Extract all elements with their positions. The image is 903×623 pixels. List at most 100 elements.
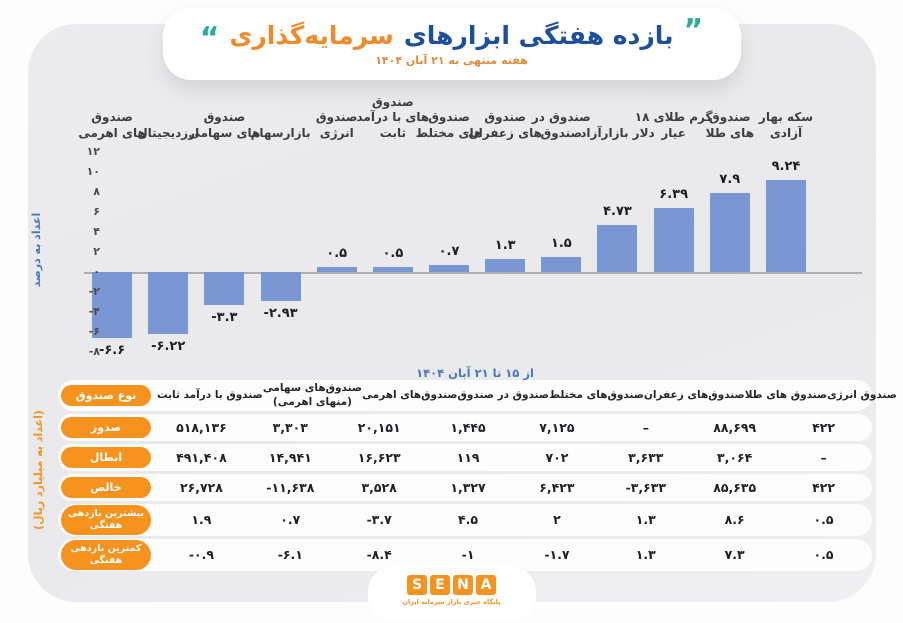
- bar-value-label: ۹.۲۴: [771, 158, 801, 174]
- row-label-pill: خالص: [61, 476, 151, 499]
- table-cell: -۱: [461, 547, 475, 563]
- chart-bar: [316, 267, 357, 272]
- table-cell: ۶,۴۲۳: [539, 480, 575, 495]
- column-header: صندوق‌های سهامی (منهای اهرمی): [263, 382, 362, 408]
- table-cell: ۷,۱۲۵: [539, 420, 575, 435]
- table-cell: ۴۹۱,۴۰۸: [176, 450, 227, 465]
- bar-value-label: -۶.۲۲: [151, 339, 186, 355]
- chart-column: صندوق در صندوق ۱.۵: [532, 82, 591, 356]
- column-header: صندوق انرژی: [827, 389, 897, 402]
- table-cell: ۲۰,۱۵۱: [357, 420, 401, 435]
- logo-letter-tile: A: [476, 575, 496, 595]
- table-cell: –: [642, 420, 649, 435]
- column-header-line: (منهای اهرمی): [272, 395, 352, 408]
- table-cell: ۸.۶: [724, 512, 745, 528]
- table-cell: ۱,۳۲۷: [450, 480, 486, 495]
- chart-column-plot: ۰.۷: [421, 146, 477, 356]
- table-cell: ۳,۳۰۳: [272, 420, 308, 435]
- row-label-pill: صدور: [61, 416, 151, 439]
- category-label: بازارسهام: [250, 82, 311, 146]
- table-row: بیشترین بازدهی هفتگی ۱.۹ ۰.۷ -۳.۷ ۴.۵ ۲ ۱.۳ ۸.۶ ۰…: [58, 504, 872, 536]
- table-cell: ۲۶,۷۲۸: [179, 480, 223, 495]
- category-label-line: دلار بازارآزاد: [580, 126, 655, 141]
- bar-value-label: -۲.۹۳: [263, 306, 298, 322]
- table-cell: ۱.۳: [635, 512, 656, 528]
- category-label: سکه بهار آزادی: [758, 82, 814, 146]
- category-label-line: های طلا: [705, 126, 755, 141]
- page-title: ” بازده هفتگی ابزارهای سرمایه‌گذاری “: [200, 12, 704, 53]
- category-label-line: صندوق: [315, 110, 358, 125]
- table-cell: ۸۸,۶۹۹: [713, 420, 757, 435]
- chart-columns: صندوق های اهرمی -۶.۶ ارزدیجیتال -۶.۲۲ صندوق ها…: [78, 82, 814, 358]
- chart-column: صندوق انرژی ۰.۵: [309, 82, 365, 356]
- chart-column-plot: ۱.۵: [533, 146, 589, 356]
- table-cell: -۳,۶۳۳: [625, 480, 667, 495]
- table-cell: ۱,۴۴۵: [450, 420, 486, 435]
- page-title-accent: سرمایه‌گذاری: [229, 21, 394, 50]
- category-label-line: ثابت: [379, 126, 406, 141]
- table-cell: ۱.۳: [635, 547, 656, 563]
- category-label: صندوق های اهرمی: [78, 82, 145, 146]
- chart-bar: [260, 272, 301, 302]
- chart-column: گرم طلای ۱۸ عیار ۶.۳۹: [635, 82, 712, 356]
- chart-bar: [541, 257, 582, 272]
- category-label-line: بازارسهام: [250, 126, 311, 141]
- chart-column-plot: -۶.۲۲: [140, 146, 196, 356]
- returns-table: نوع صندوق صندوق با درآمد ثابت صندوق‌های سه…: [58, 380, 897, 574]
- row-label-pill: ابطال: [61, 446, 151, 469]
- bar-value-label: ۱.۳: [494, 238, 516, 253]
- y-tick-label: ۴: [93, 225, 100, 238]
- chart-column: صندوق های مختلط ۰.۷: [416, 82, 483, 356]
- chart-bar: [204, 272, 245, 305]
- chart-bar: [429, 265, 470, 272]
- logo-letter-tile: S: [407, 575, 427, 595]
- chart-column-plot: ۷.۹: [702, 146, 758, 356]
- y-axis-ticks: ۱۲ ۱۰ ۸ ۶ ۴ ۲ ۰ -۲ -۴ -۶ -۸: [72, 145, 100, 358]
- table-cell: –: [820, 450, 827, 465]
- quote-open-icon: ”: [683, 12, 704, 48]
- category-label: صندوق های با درآمد ثابت: [356, 82, 429, 146]
- category-label: صندوق های مختلط: [416, 82, 483, 146]
- chart-column-plot: ۰.۵: [309, 146, 365, 356]
- y-tick-label: ۱۰: [86, 165, 100, 178]
- chart-column: صندوق های سهامی -۳.۳: [188, 82, 260, 356]
- bar-value-label: ۴.۷۳: [603, 203, 632, 219]
- logo-letter-tile: E: [430, 575, 450, 595]
- bar-value-label: -۶.۶: [98, 343, 126, 358]
- category-label: دلار بازارآزاد: [580, 82, 654, 146]
- table-cell: -۶.۱: [277, 547, 303, 563]
- chart-bar: [92, 272, 133, 338]
- chart-column-plot: ۶.۳۹: [646, 146, 702, 356]
- chart-bar: [485, 259, 526, 272]
- category-label: صندوق های سهامی: [188, 82, 260, 146]
- table-cell: ۴۲۲: [812, 480, 835, 495]
- table-cell: ۰.۵: [813, 512, 834, 528]
- column-header-line: صندوق انرژی: [827, 388, 897, 401]
- y-axis-title: اعداد به درصد: [30, 212, 43, 288]
- chart-column-plot: ۰.۵: [365, 146, 421, 356]
- bar-value-label: -۳.۳: [211, 310, 238, 325]
- category-label-line: صندوق: [372, 94, 414, 109]
- category-label-line: انرژی: [319, 126, 354, 141]
- table-cell: ۷۰۲: [545, 450, 569, 465]
- category-label-line: ارزدیجیتال: [137, 126, 200, 141]
- chart-caption: از ۱۵ تا ۲۱ آبان ۱۴۰۴: [416, 366, 534, 380]
- row-label-pill: نوع صندوق: [61, 384, 151, 407]
- table-row: خالص ۲۶,۷۲۸ -۱۱,۶۳۸ ۳,۵۲۸ ۱,۳۲۷ ۶,۴۲۳ -۳,۶۳۳ ۸۵…: [58, 474, 872, 501]
- bar-value-label: ۰.۵: [326, 246, 348, 261]
- chart-column-plot: -۲.۹۳: [252, 146, 308, 356]
- chart-column: بازارسهام -۲.۹۳: [250, 82, 311, 356]
- table-row: ابطال ۴۹۱,۴۰۸ ۱۴,۹۴۱ ۱۶,۶۲۳ ۱۱۹ ۷۰۲ ۳,۶۳۳ ۳,۰۶۴…: [58, 444, 872, 471]
- chart-column: صندوق های اهرمی -۶.۶: [78, 82, 145, 358]
- chart-column: دلار بازارآزاد ۴.۷۳: [580, 82, 655, 356]
- row-label-line: هفتگی: [89, 554, 123, 566]
- column-header: صندوق‌های مختلط: [549, 389, 644, 402]
- category-label-line: های سهامی: [188, 126, 261, 141]
- chart-column: ارزدیجیتال -۶.۲۲: [137, 82, 200, 356]
- column-header-line: صندوق های طلا: [744, 388, 828, 401]
- category-label-line: گرم طلای ۱۸: [634, 110, 713, 125]
- column-header: صندوق‌های زعفران: [644, 389, 745, 402]
